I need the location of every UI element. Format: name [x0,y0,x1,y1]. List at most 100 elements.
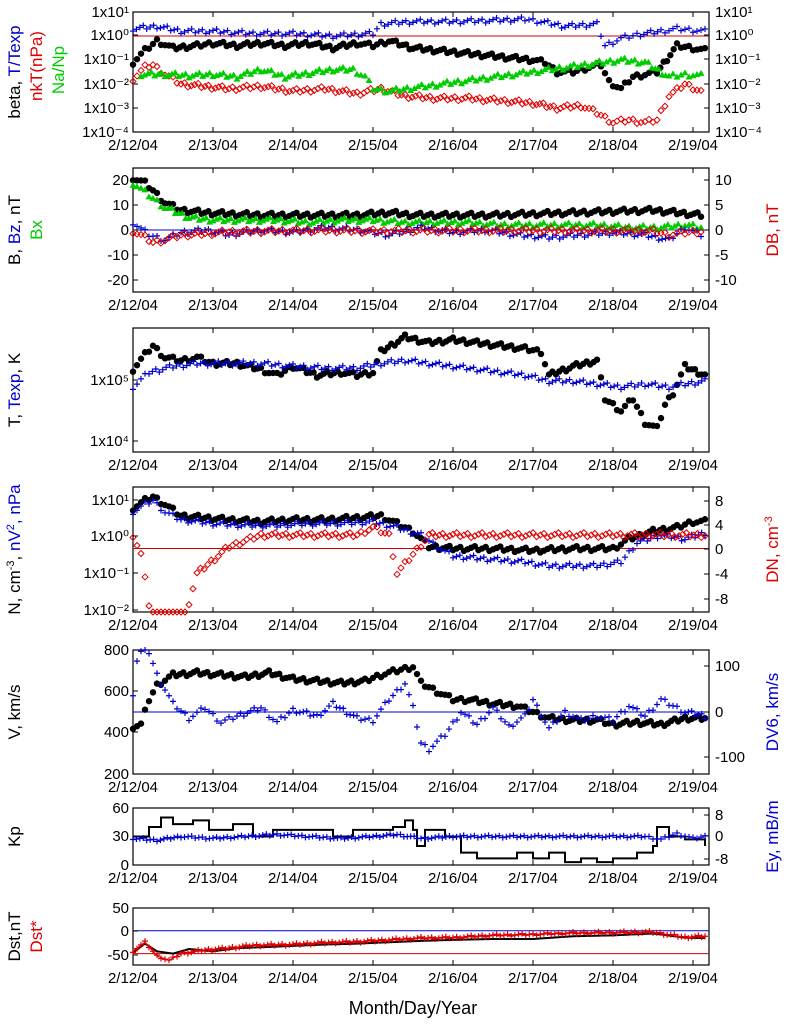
data-point-nV2 [487,557,494,564]
data-point-Bx [337,215,345,222]
y2-tick-label: 0 [715,828,723,845]
data-point-Bz [531,235,538,242]
data-point-DN [296,529,304,537]
data-point-T/Texp [147,24,154,31]
data-point-DV6 [582,717,588,724]
data-point-Texp [542,375,549,382]
data-point-Texp [279,364,286,371]
data-point-T/Texp [497,18,504,25]
series-DB [129,224,705,247]
data-point-Ey [570,832,577,839]
x-tick-label: 2/12/04 [108,137,158,154]
data-point-T [541,361,549,368]
data-point-DB [569,226,577,234]
data-point-Texp [229,362,236,369]
data-point-Dst* [332,940,339,947]
data-point-nV2 [220,518,227,525]
data-point-nkT(nPa) [221,86,230,94]
data-point-DN [389,552,397,561]
data-point-B [697,213,705,220]
data-point-nkT(nPa) [218,82,226,90]
series-DV6 [130,647,708,755]
data-point-Texp [642,383,648,390]
data-point-nkT(nPa) [546,102,554,111]
data-point-DN [185,601,193,609]
data-point-Texp [194,361,200,368]
data-point-Bx [408,219,416,226]
data-point-T [669,392,677,399]
data-point-DV6 [293,710,300,717]
data-point-nkT(nPa) [493,98,502,106]
data-point-DV6 [154,670,160,677]
data-point-nV2 [288,522,295,529]
series-beta [129,36,709,92]
data-point-Texp [532,372,539,379]
data-point-DN [634,532,643,541]
data-point-T/Texp [634,30,640,37]
data-point-Ey [581,833,588,840]
data-point-Dst* [519,930,526,937]
data-point-beta [701,44,709,52]
x-tick-label: 2/17/04 [508,137,558,154]
x-tick-label: 2/12/04 [108,779,158,796]
data-point-DB [161,236,169,245]
data-point-T [145,348,153,355]
data-point-T [537,350,545,358]
data-point-DB [467,226,475,234]
data-point-DN [385,529,393,538]
data-point-nV2 [192,517,199,524]
data-point-DN [697,533,705,542]
x-tick-label: 2/15/04 [348,779,398,796]
data-point-DV6 [458,709,464,716]
data-point-DB [500,228,508,236]
data-point-Na/Np [195,69,203,76]
data-point-T/Texp [406,21,413,28]
data-point-Texp [130,386,136,393]
data-point-Dst* [357,939,364,946]
data-point-T/Texp [674,23,680,30]
data-point-Bx [153,196,161,203]
data-point-DN [583,532,592,541]
data-point-DN [602,530,610,538]
data-point-T/Texp [562,24,568,31]
data-point-nkT(nPa) [335,87,343,96]
data-point-Texp [395,358,402,365]
data-point-DB [246,229,255,237]
data-point-DN [228,541,237,550]
data-point-Ey [242,834,248,841]
data-point-Ey [435,833,442,840]
data-point-Dst* [646,928,653,935]
data-point-T/Texp [486,18,493,25]
data-point-DB [271,228,279,237]
data-point-DB [180,229,189,237]
data-point-T/Texp [431,20,438,27]
data-point-DV6 [274,718,280,725]
data-point-V [145,697,153,705]
data-point-T/Texp [622,32,628,39]
data-point-Dst* [555,929,562,936]
data-point-nkT(nPa) [187,82,195,90]
y2-tick-label: 0 [715,222,723,239]
data-point-Texp [412,356,419,363]
data-point-Bx [586,220,594,227]
data-point-DN [189,585,197,593]
data-point-nV2 [460,556,467,563]
data-point-Bx [689,220,697,227]
data-point-DB [489,227,497,235]
data-point-T/Texp [362,30,369,37]
data-point-T/Texp [686,25,692,32]
data-point-V [429,684,437,691]
data-point-nkT(nPa) [321,86,329,95]
data-point-nkT(nPa) [573,100,582,109]
y-tick-label: 1x10⁴ [90,433,129,450]
data-point-nV2 [309,522,316,529]
data-point-DN [321,529,329,537]
data-point-Dst* [453,933,460,940]
data-point-N [133,503,141,510]
x-tick-label: 2/18/04 [588,297,638,314]
data-point-DV6 [237,710,244,717]
data-point-Dst* [318,938,325,945]
x-tick-label: 2/13/04 [188,297,238,314]
data-point-Ey [298,832,305,839]
data-point-nV2 [498,558,504,565]
